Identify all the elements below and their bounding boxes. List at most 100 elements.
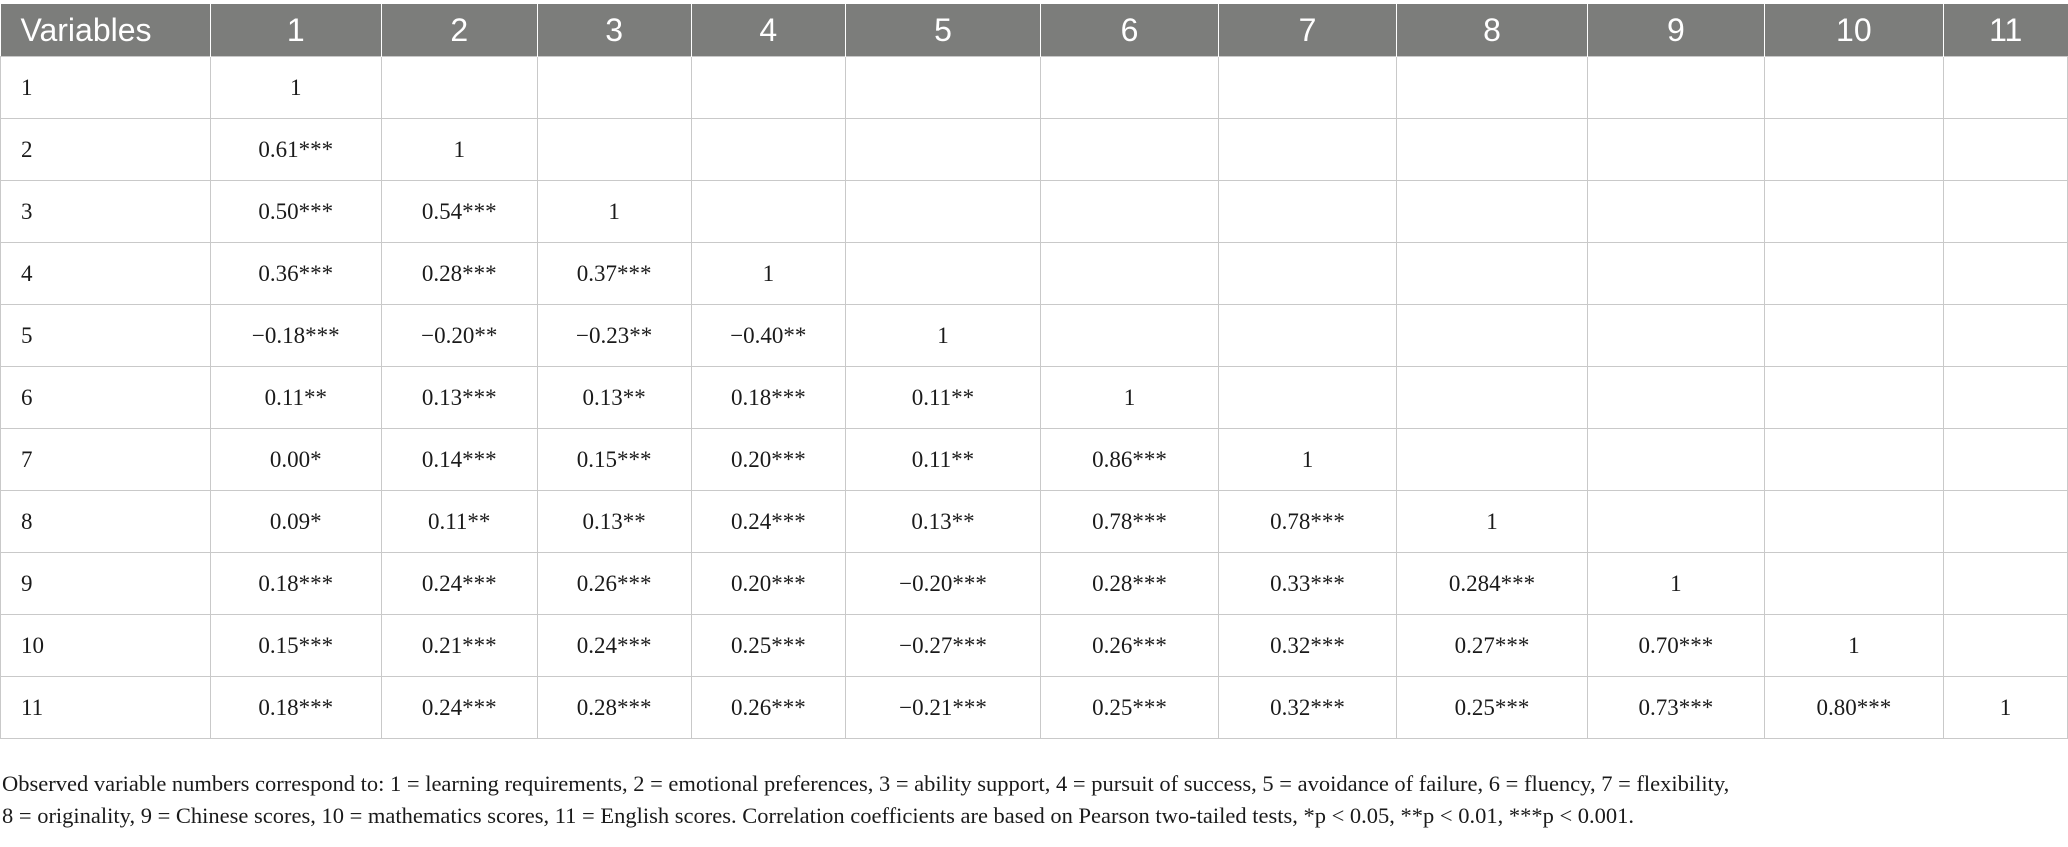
correlation-cell: 0.86***: [1040, 428, 1219, 491]
table-row: 2 0.61*** 1: [0, 118, 2068, 181]
correlation-cell: [1587, 490, 1765, 553]
correlation-cell: 0.28***: [1040, 552, 1219, 615]
correlation-cell: [1395, 428, 1589, 491]
table-body: 1 1 2 0.61*** 1 3 0.50*** 0.54*** 1 4 0.36*** 0.28*…: [0, 56, 2068, 739]
header-row: Variables 1 2 3 4 5 6 7 8 9 10 11: [0, 4, 2068, 57]
correlation-cell: 0.25***: [1395, 676, 1589, 739]
correlation-cell: [1587, 428, 1765, 491]
correlation-cell: [1942, 304, 2068, 367]
correlation-cell: [1395, 242, 1589, 305]
correlation-cell: [1217, 56, 1397, 119]
correlation-cell: 0.33***: [1217, 552, 1397, 615]
correlation-cell: [1763, 428, 1944, 491]
row-label-cell: 3: [0, 180, 211, 243]
correlation-cell: −0.18***: [209, 304, 382, 367]
correlation-cell: 0.20***: [690, 428, 846, 491]
correlation-cell: 0.80***: [1763, 676, 1944, 739]
correlation-cell: 0.73***: [1587, 676, 1765, 739]
column-header-3: 3: [536, 4, 692, 57]
correlation-cell: 0.00*: [209, 428, 382, 491]
column-header-10: 10: [1763, 4, 1944, 57]
column-header-5: 5: [844, 4, 1041, 57]
footnote-line-1: Observed variable numbers correspond to:…: [2, 771, 1730, 796]
row-label-cell: 11: [0, 676, 211, 739]
table-row: 5 −0.18*** −0.20** −0.23** −0.40** 1: [0, 304, 2068, 367]
correlation-cell: [1763, 118, 1944, 181]
correlation-cell: 0.24***: [536, 614, 692, 677]
row-label-cell: 5: [0, 304, 211, 367]
table-row: 6 0.11** 0.13*** 0.13** 0.18*** 0.11** 1: [0, 366, 2068, 429]
correlation-cell: 0.21***: [380, 614, 538, 677]
correlation-cell: [1395, 118, 1589, 181]
row-label-cell: 10: [0, 614, 211, 677]
correlation-cell: −0.20**: [380, 304, 538, 367]
correlation-cell: 1: [536, 180, 692, 243]
correlation-cell: [1395, 56, 1589, 119]
correlation-cell: [1587, 56, 1765, 119]
correlation-cell: [1763, 304, 1944, 367]
table-row: 4 0.36*** 0.28*** 0.37*** 1: [0, 242, 2068, 305]
correlation-cell: 0.15***: [209, 614, 382, 677]
correlation-cell: [1942, 552, 2068, 615]
row-label-cell: 8: [0, 490, 211, 553]
correlation-cell: 1: [1217, 428, 1397, 491]
correlation-cell: 1: [1587, 552, 1765, 615]
column-header-2: 2: [380, 4, 537, 57]
correlation-cell: [1942, 490, 2068, 553]
correlation-cell: [1587, 242, 1765, 305]
correlation-cell: 0.26***: [1040, 614, 1219, 677]
correlation-cell: 0.32***: [1217, 614, 1397, 677]
correlation-cell: 0.11**: [844, 428, 1042, 491]
column-header-7: 7: [1217, 4, 1397, 57]
correlation-cell: 0.15***: [536, 428, 692, 491]
column-header-9: 9: [1587, 4, 1765, 57]
row-label-cell: 1: [0, 56, 211, 119]
correlation-cell: [1763, 490, 1944, 553]
correlation-cell: 0.18***: [209, 552, 382, 615]
correlation-cell: [1040, 242, 1219, 305]
row-label-cell: 2: [0, 118, 211, 181]
correlation-cell: [1763, 552, 1944, 615]
correlation-cell: 0.13***: [380, 366, 538, 429]
correlation-cell: [844, 56, 1042, 119]
correlation-cell: 0.11**: [844, 366, 1042, 429]
table-row: 10 0.15*** 0.21*** 0.24*** 0.25*** −0.27*** 0.…: [0, 614, 2068, 677]
correlation-cell: [1763, 242, 1944, 305]
row-label-cell: 4: [0, 242, 211, 305]
correlation-cell: 1: [690, 242, 846, 305]
correlation-cell: [1763, 366, 1944, 429]
correlation-cell: [1942, 428, 2068, 491]
correlation-cell: 0.78***: [1217, 490, 1397, 553]
column-header-variables: Variables: [0, 4, 211, 57]
correlation-cell: 0.24***: [380, 552, 538, 615]
correlation-cell: [536, 118, 692, 181]
correlation-cell: [690, 56, 846, 119]
correlation-cell: 0.13**: [844, 490, 1042, 553]
correlation-cell: [1217, 366, 1397, 429]
correlation-cell: [1942, 180, 2068, 243]
correlation-cell: −0.21***: [844, 676, 1042, 739]
correlation-table: Variables 1 2 3 4 5 6 7 8 9 10 11 1 1 2 0.61*** 1 3 0.50*…: [0, 4, 2068, 739]
correlation-cell: 0.18***: [690, 366, 846, 429]
correlation-cell: [1217, 242, 1397, 305]
correlation-cell: [1763, 56, 1944, 119]
correlation-cell: [1587, 366, 1765, 429]
table-row: 3 0.50*** 0.54*** 1: [0, 180, 2068, 243]
correlation-cell: [844, 180, 1042, 243]
correlation-cell: [1217, 180, 1397, 243]
table-footnote: Observed variable numbers correspond to:…: [2, 768, 2062, 832]
correlation-cell: [1942, 118, 2068, 181]
correlation-cell: 1: [844, 304, 1042, 367]
correlation-cell: 0.24***: [380, 676, 538, 739]
correlation-cell: [1040, 304, 1219, 367]
column-header-11: 11: [1942, 4, 2068, 57]
row-label-cell: 7: [0, 428, 211, 491]
table-row: 9 0.18*** 0.24*** 0.26*** 0.20*** −0.20*** 0.2…: [0, 552, 2068, 615]
column-header-8: 8: [1395, 4, 1588, 57]
column-header-6: 6: [1040, 4, 1219, 57]
correlation-cell: [1395, 304, 1589, 367]
correlation-cell: [1395, 366, 1589, 429]
correlation-cell: [1217, 118, 1397, 181]
correlation-cell: 0.13**: [536, 366, 692, 429]
